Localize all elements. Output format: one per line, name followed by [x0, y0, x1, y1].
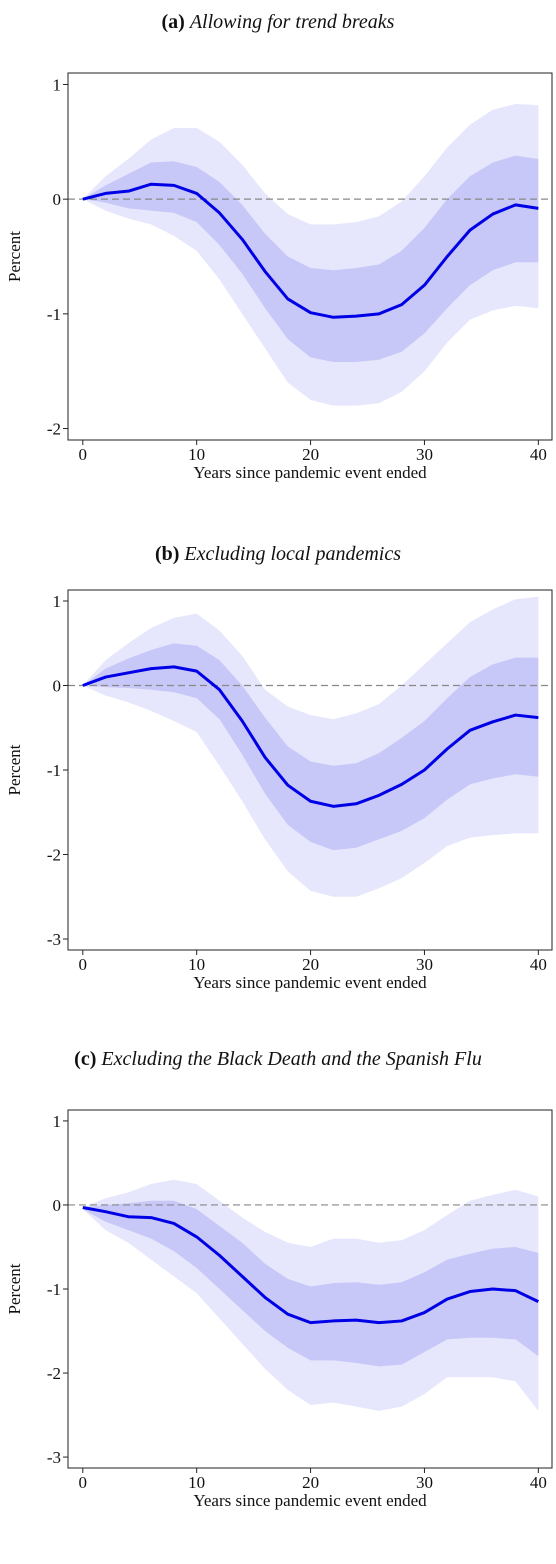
x-tick-label: 20 [302, 955, 319, 974]
x-tick-label: 0 [79, 1473, 88, 1492]
y-tick-label: -1 [47, 1280, 61, 1299]
y-tick-label: -2 [47, 420, 61, 439]
y-tick-label: 0 [53, 676, 62, 695]
plot-frame [67, 72, 553, 441]
x-tick-label: 20 [302, 445, 319, 464]
y-tick-label: -2 [47, 846, 61, 865]
x-axis-title: Years since pandemic event ended [193, 1491, 427, 1510]
y-tick-label: 0 [53, 1196, 62, 1215]
confidence-band [82, 155, 539, 363]
y-tick-label: -2 [47, 1364, 61, 1383]
y-tick-label: -3 [47, 930, 61, 949]
panel-title-text: Allowing for trend breaks [189, 11, 395, 33]
y-axis-title: Percent [5, 231, 24, 282]
panel-label: (b) [154, 543, 180, 565]
panel-title: (b) Excluding local pandemics [0, 540, 556, 568]
confidence-band [82, 643, 539, 851]
x-tick-label: 40 [530, 1473, 547, 1492]
x-axis-title: Years since pandemic event ended [193, 463, 427, 482]
line [82, 1206, 539, 1325]
line [82, 665, 539, 808]
y-tick-label: 1 [53, 592, 62, 611]
x-tick-label: 40 [530, 445, 547, 464]
y-tick-label: 1 [53, 1112, 62, 1131]
x-tick-label: 30 [416, 955, 433, 974]
x-tick-label: 10 [188, 445, 205, 464]
x-axis-title: Years since pandemic event ended [193, 973, 427, 992]
panel-title: (a) Allowing for trend breaks [0, 8, 556, 36]
y-tick-label: -3 [47, 1448, 61, 1467]
y-tick-label: 0 [53, 190, 62, 209]
x-tick-label: 40 [530, 955, 547, 974]
y-tick-label: -1 [47, 305, 61, 324]
panel-title: (c) Excluding the Black Death and the Sp… [0, 1045, 556, 1073]
x-tick-label: 10 [188, 1473, 205, 1492]
y-tick-label: -1 [47, 761, 61, 780]
panel-label: (a) [161, 11, 185, 33]
y-axis-title: Percent [5, 744, 24, 795]
y-axis-title: Percent [5, 1263, 24, 1314]
y-tick-label: 1 [53, 75, 62, 94]
confidence-band [82, 1200, 539, 1367]
x-tick-label: 0 [79, 445, 88, 464]
x-tick-label: 30 [416, 445, 433, 464]
x-tick-label: 10 [188, 955, 205, 974]
x-tick-label: 0 [79, 955, 88, 974]
x-tick-label: 30 [416, 1473, 433, 1492]
panel-title-text: Excluding the Black Death and the Spanis… [101, 1048, 482, 1070]
line [82, 182, 539, 319]
x-tick-label: 20 [302, 1473, 319, 1492]
panel-label: (c) [74, 1048, 97, 1070]
panel-title-text: Excluding local pandemics [184, 543, 402, 565]
